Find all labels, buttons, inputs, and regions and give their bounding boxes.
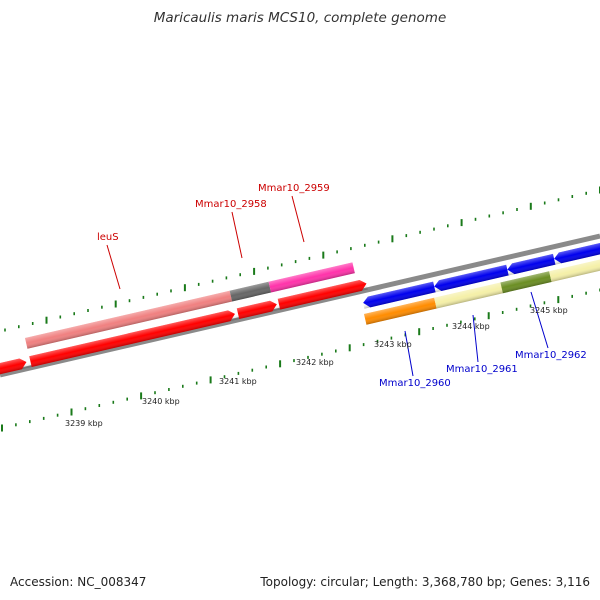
- mmar10-2958-leader-line: [231, 211, 243, 259]
- forward-cds-arrows: [0, 278, 368, 383]
- feature-shade: [364, 251, 600, 325]
- scale-label-3241: 3241 kbp: [219, 377, 257, 386]
- mmar10-2959-label: Mmar10_2959: [258, 183, 330, 194]
- scale-label-3244: 3244 kbp: [452, 322, 490, 331]
- scale-label-3239: 3239 kbp: [65, 419, 103, 428]
- reverse-cds-arrows: [362, 235, 600, 309]
- reverse-feature-band: [364, 251, 600, 325]
- leuS-leader-line: [106, 244, 121, 290]
- cds-shade: [0, 278, 368, 383]
- cds-shade: [362, 235, 600, 309]
- genome-backbone: [0, 233, 600, 378]
- feature-shade: [25, 262, 355, 349]
- topology-text: Topology: circular; Length: 3,368,780 bp…: [260, 575, 590, 589]
- scale-label-3242: 3242 kbp: [296, 358, 334, 367]
- mmar10-2961-label: Mmar10_2961: [446, 364, 518, 375]
- accession-text: Accession: NC_008347: [10, 575, 147, 589]
- forward-feature-band: [25, 262, 355, 349]
- mmar10-2962-label: Mmar10_2962: [515, 350, 587, 361]
- mmar10-2962-leader-line: [530, 291, 549, 349]
- mmar10-2960-label: Mmar10_2960: [379, 378, 451, 389]
- scale-label-3243: 3243 kbp: [374, 340, 412, 349]
- map-title: Maricaulis maris MCS10, complete genome: [153, 10, 447, 26]
- mmar10-2960-leader-line: [404, 330, 414, 377]
- leuS-label: leuS: [97, 232, 119, 243]
- scale-label-3245: 3245 kbp: [530, 306, 568, 315]
- scale-label-3240: 3240 kbp: [142, 397, 180, 406]
- tick-marks: [1, 186, 600, 432]
- mmar10-2958-label: Mmar10_2958: [195, 199, 267, 210]
- mmar10-2961-leader-line: [472, 314, 479, 363]
- mmar10-2959-leader-line: [291, 195, 305, 243]
